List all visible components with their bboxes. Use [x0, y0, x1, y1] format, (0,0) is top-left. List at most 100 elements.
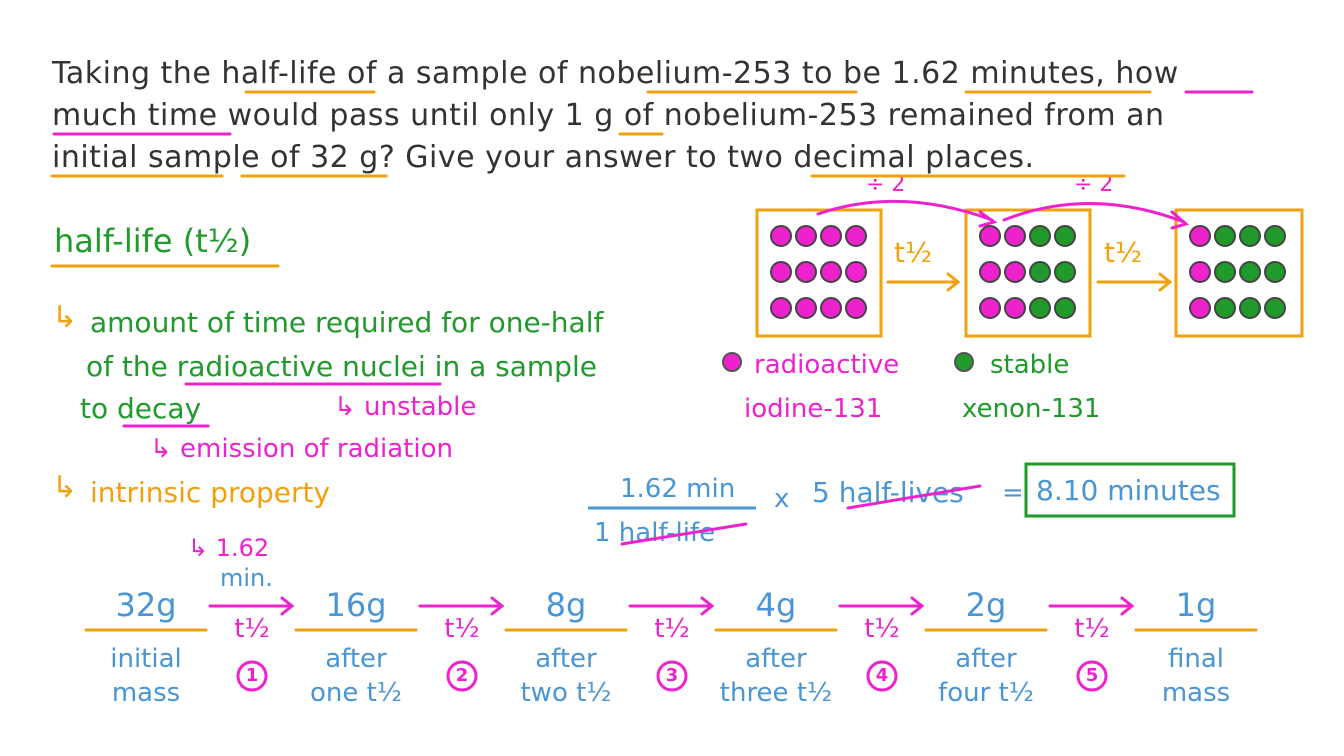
stable-nucleus — [1054, 225, 1076, 247]
step-number: 1 — [245, 665, 259, 686]
radioactive-nucleus — [979, 261, 1001, 283]
stable-nucleus — [1239, 261, 1261, 283]
stable-nucleus — [1029, 261, 1051, 283]
calc-answer: 8.10 minutes — [1036, 474, 1221, 507]
step-number-circle — [236, 660, 268, 692]
radioactive-nucleus — [1189, 297, 1211, 319]
stage-label-line-2: three t½ — [719, 678, 833, 708]
question-underlines — [50, 90, 1152, 178]
decay-arrow-label-1: t½ — [894, 236, 933, 269]
legend-stable-line-2: xenon-131 — [962, 394, 1101, 424]
stable-nucleus — [1264, 225, 1286, 247]
decay-boxes — [755, 208, 1304, 338]
stable-nucleus — [1029, 225, 1051, 247]
radioactive-nucleus — [820, 261, 842, 283]
definition-line-2: of the radioactive nuclei in a sample — [86, 350, 597, 383]
answer-box — [1024, 462, 1236, 518]
calc-numerator: 1.62 min — [620, 474, 736, 504]
stage-label-line-2: one t½ — [309, 678, 403, 708]
radioactive-nucleus — [820, 225, 842, 247]
step-arrow-head — [700, 596, 715, 616]
radioactive-nucleus — [1004, 297, 1026, 319]
strike-half-life — [620, 522, 748, 546]
intrinsic-property: intrinsic property — [90, 476, 331, 509]
unstable-note: ↳ unstable — [334, 392, 477, 422]
stage-label-line-2: two t½ — [520, 678, 612, 708]
nuclei-dots — [770, 225, 1286, 319]
divide-arrows — [816, 199, 1190, 230]
decay-arrow-label-2: t½ — [1104, 236, 1143, 269]
halflife-value-line-1: ↳ 1.62 — [188, 534, 270, 562]
stable-nucleus — [1054, 261, 1076, 283]
stage-mass: 8g — [545, 586, 587, 624]
definition-arrow-icon: ↳ — [52, 300, 78, 335]
step-number-circle — [866, 660, 898, 692]
timeline-arrows — [84, 596, 1258, 692]
stage-mass: 1g — [1175, 586, 1217, 624]
stable-nucleus — [1214, 297, 1236, 319]
radioactive-nucleus — [1189, 225, 1211, 247]
stable-nucleus — [1214, 261, 1236, 283]
radioactive-nucleus — [845, 225, 867, 247]
step-number: 2 — [455, 665, 469, 686]
question-line-3: initial sample of 32 g? Give your answer… — [52, 140, 1035, 175]
stable-nucleus — [1264, 261, 1286, 283]
question-key-underlines — [52, 90, 1254, 136]
legend-radioactive-line-2: iodine-131 — [744, 394, 883, 424]
stage-mass: 32g — [115, 586, 177, 624]
step-number-circle — [656, 660, 688, 692]
property-arrow-icon: ↳ — [52, 470, 78, 505]
stable-nucleus — [1239, 225, 1261, 247]
radioactive-nucleus — [845, 261, 867, 283]
radioactive-nucleus — [820, 297, 842, 319]
stable-nucleus — [1054, 297, 1076, 319]
emission-note: ↳ emission of radiation — [150, 434, 453, 464]
stage-label-line-1: after — [325, 644, 387, 674]
calc-times: x — [774, 484, 790, 514]
radioactive-nucleus — [770, 297, 792, 319]
radioactive-nucleus — [979, 225, 1001, 247]
stage-mass: 16g — [325, 586, 387, 624]
stage-label-line-1: final — [1167, 644, 1224, 674]
radioactive-nucleus — [845, 297, 867, 319]
stable-nucleus — [1239, 297, 1261, 319]
calc-equals: = — [1002, 478, 1024, 508]
step-number: 5 — [1085, 665, 1099, 686]
stage-label-line-2: mass — [111, 678, 181, 708]
stable-nucleus — [1264, 297, 1286, 319]
step-half-life-label: t½ — [1074, 614, 1110, 644]
stage-label-line-1: after — [955, 644, 1017, 674]
stage-label-line-1: after — [745, 644, 807, 674]
stage-label-line-1: after — [535, 644, 597, 674]
radioactive-nucleus — [770, 225, 792, 247]
step-half-life-label: t½ — [234, 614, 270, 644]
radioactive-nucleus — [1004, 261, 1026, 283]
stage-label-line-2: mass — [1161, 678, 1231, 708]
step-half-life-label: t½ — [444, 614, 480, 644]
radioactive-nucleus — [1189, 261, 1211, 283]
definition-line-3: to decay — [80, 392, 202, 425]
legend-radioactive-line-1: radioactive — [754, 350, 900, 380]
legend-radioactive-dot — [722, 352, 742, 372]
stage-label-line-2: four t½ — [938, 678, 1034, 708]
definition-line-1: amount of time required for one-half — [90, 306, 604, 339]
stage-mass: 2g — [965, 586, 1007, 624]
step-arrow-head — [1120, 596, 1135, 616]
step-arrow-head — [490, 596, 505, 616]
step-arrow-head — [280, 596, 295, 616]
step-half-life-label: t½ — [864, 614, 900, 644]
halflife-value-line-2: min. — [220, 564, 273, 592]
radioactive-nucleus — [795, 261, 817, 283]
decay-arrows — [886, 272, 1173, 292]
radioactive-nucleus — [1004, 225, 1026, 247]
stable-nucleus — [1029, 297, 1051, 319]
step-number: 3 — [665, 665, 679, 686]
step-number-circle — [446, 660, 478, 692]
radioactive-nucleus — [770, 261, 792, 283]
definition-title: half-life (t½) — [54, 222, 252, 260]
stable-nucleus — [1214, 225, 1236, 247]
stage-label-line-1: initial — [110, 644, 182, 674]
step-half-life-label: t½ — [654, 614, 690, 644]
radioactive-nucleus — [795, 297, 817, 319]
